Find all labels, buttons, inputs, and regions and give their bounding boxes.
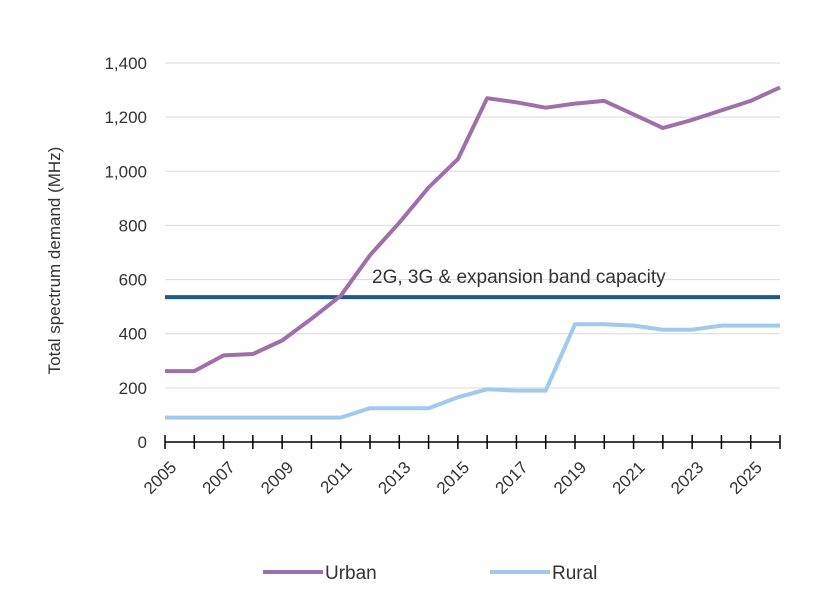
legend: Urban Rural — [263, 563, 597, 584]
y-tick-label: 0 — [138, 433, 147, 452]
y-tick-label: 400 — [119, 325, 147, 344]
y-tick-label: 1,000 — [104, 162, 147, 181]
x-tick-label: 2019 — [550, 458, 590, 498]
gridlines — [165, 62, 780, 389]
x-tick-label: 2005 — [140, 458, 180, 498]
y-tick-label: 200 — [119, 379, 147, 398]
legend-label-rural: Rural — [552, 563, 597, 584]
series-line-urban — [165, 85, 781, 374]
x-tick-label: 2013 — [374, 458, 414, 498]
legend-label-urban: Urban — [325, 563, 377, 584]
x-tick-label: 2011 — [317, 458, 356, 497]
series-lines — [165, 85, 781, 420]
series-line-rural — [165, 322, 780, 420]
x-tick-label: 2015 — [433, 458, 473, 498]
reference-line-label: 2G, 3G & expansion band capacity — [372, 267, 666, 288]
y-tick-label: 800 — [119, 216, 147, 235]
x-tick-label: 2021 — [609, 458, 649, 498]
x-tick-label: 2023 — [667, 458, 707, 498]
x-tick-label: 2017 — [491, 458, 531, 498]
x-tick-label: 2007 — [199, 458, 239, 498]
y-tick-label: 1,400 — [104, 54, 147, 73]
y-tick-label: 1,200 — [104, 108, 147, 127]
x-tick-label: 2025 — [726, 458, 766, 498]
x-tick-label: 2009 — [257, 458, 297, 498]
y-tick-label: 600 — [119, 271, 147, 290]
y-axis-title: Total spectrum demand (MHz) — [45, 147, 64, 375]
